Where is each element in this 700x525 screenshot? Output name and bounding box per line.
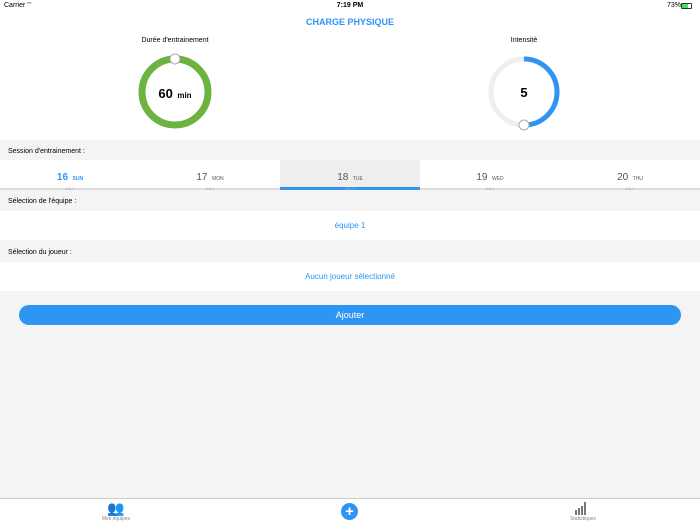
month: JULY bbox=[205, 186, 215, 191]
team-row[interactable]: équipe 1 bbox=[0, 211, 700, 240]
duration-number: 60 bbox=[158, 86, 173, 101]
clock: 7:19 PM bbox=[336, 2, 364, 9]
duration-dial[interactable] bbox=[135, 52, 215, 132]
tab-my-teams-label: Mes équipes bbox=[101, 516, 131, 522]
status-bar: Carrier ⌔ 7:19 PM 73% bbox=[0, 0, 700, 12]
add-plus-icon[interactable]: + bbox=[341, 503, 358, 520]
intensity-value: 5 bbox=[520, 85, 528, 100]
player-row[interactable]: Aucun joueur sélectionné bbox=[0, 262, 700, 291]
intensity-label: Intensité bbox=[510, 37, 538, 44]
month: JULY bbox=[625, 186, 635, 191]
session-label: Session d'entrainement : bbox=[8, 148, 85, 155]
wifi-icon: ⌔ bbox=[26, 2, 33, 9]
intensity-dial[interactable] bbox=[484, 52, 564, 132]
carrier: Carrier bbox=[4, 2, 26, 9]
tab-bar: 👥 Mes équipes + Statistiques bbox=[0, 498, 700, 525]
day-19[interactable]: 19 WED JULY bbox=[420, 160, 560, 191]
team-icon: 👥 bbox=[107, 500, 125, 516]
tab-statistics[interactable]: Statistiques bbox=[562, 500, 604, 522]
battery-icon bbox=[681, 3, 692, 9]
day-number: 16 bbox=[56, 172, 69, 183]
day-18[interactable]: 18 TUE JULY bbox=[280, 160, 420, 191]
tab-statistics-label: Statistiques bbox=[570, 516, 596, 522]
day-20[interactable]: 20 THU JULY bbox=[560, 160, 700, 191]
add-button[interactable]: Ajouter bbox=[19, 305, 681, 325]
duration-value: 60 min bbox=[135, 85, 215, 103]
weekday: SUN bbox=[72, 176, 84, 182]
tab-my-teams[interactable]: 👥 Mes équipes bbox=[96, 500, 136, 522]
day-number: 18 bbox=[337, 172, 349, 183]
month: JULY bbox=[345, 186, 355, 191]
player-section-label: Sélection du joueur : bbox=[8, 249, 72, 256]
duration-knob[interactable] bbox=[169, 53, 181, 65]
intensity-knob[interactable] bbox=[518, 119, 530, 131]
weekday: MON bbox=[211, 176, 224, 182]
player-selector[interactable]: Aucun joueur sélectionné bbox=[305, 272, 395, 281]
weekday: TUE bbox=[352, 176, 363, 182]
month: JULY bbox=[65, 186, 75, 191]
day-16[interactable]: 16 SUN JULY bbox=[0, 160, 140, 191]
day-17[interactable]: 17 MON JULY bbox=[140, 160, 280, 191]
bar-chart-icon bbox=[562, 500, 604, 516]
duration-unit: min bbox=[177, 91, 192, 100]
day-number: 20 bbox=[617, 172, 629, 183]
month: JULY bbox=[485, 186, 495, 191]
day-number: 19 bbox=[476, 172, 488, 183]
charge-panel bbox=[0, 12, 700, 140]
duration-label: Durée d'entrainement bbox=[141, 37, 209, 44]
day-number: 17 bbox=[196, 172, 208, 183]
weekday: WED bbox=[491, 176, 504, 182]
battery-percent: 73% bbox=[667, 2, 682, 9]
weekday: THU bbox=[632, 176, 643, 182]
page-title: CHARGE PHYSIQUE bbox=[305, 17, 394, 27]
team-selector[interactable]: équipe 1 bbox=[334, 221, 366, 230]
team-section-label: Sélection de l'équipe : bbox=[8, 198, 77, 205]
